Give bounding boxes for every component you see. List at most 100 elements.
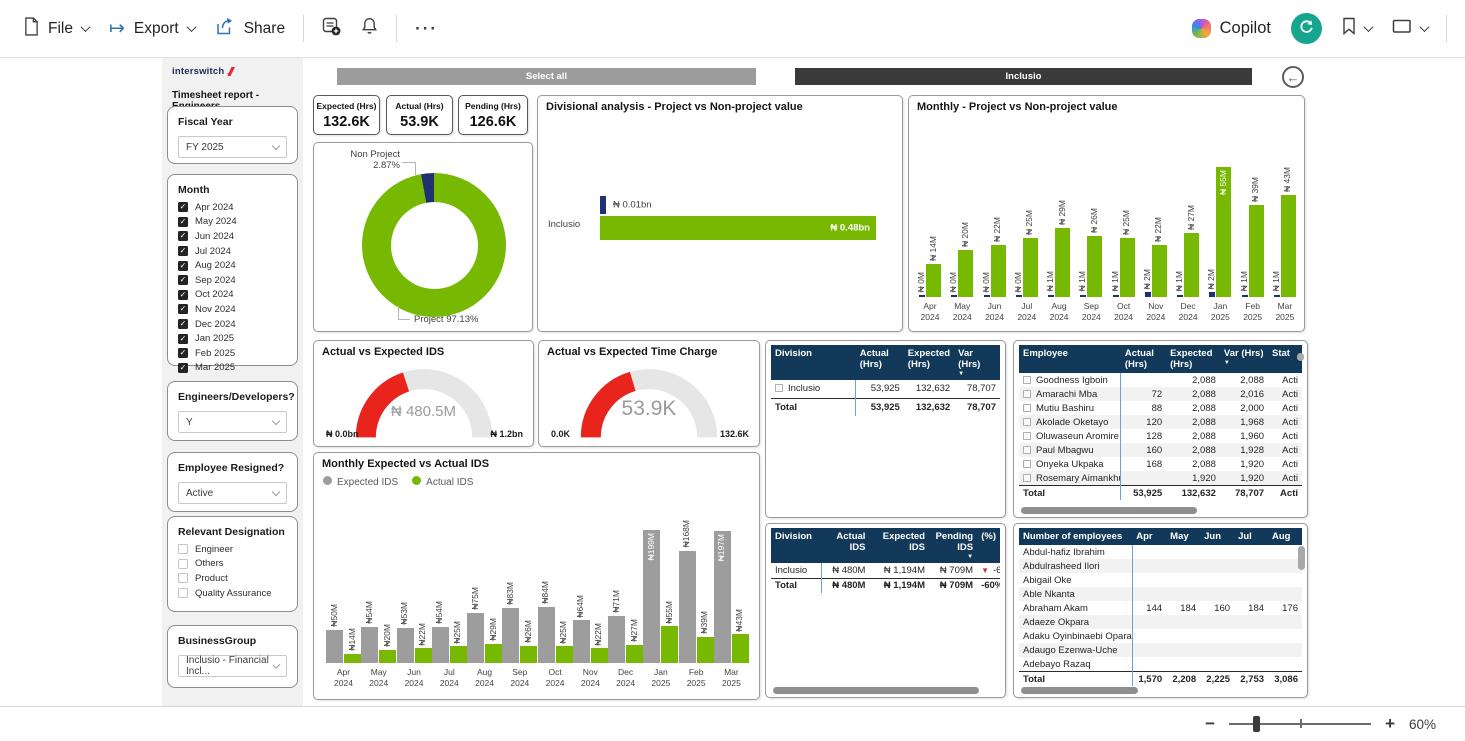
column-header[interactable]: (%) <box>977 528 1000 563</box>
horizontal-scrollbar[interactable] <box>1021 687 1139 694</box>
bar-non-project[interactable]: ₦ 0M <box>916 272 926 297</box>
bar-project[interactable]: ₦ 39M <box>1248 177 1264 297</box>
bar-project[interactable]: ₦ 43M <box>1280 167 1296 297</box>
expand-icon[interactable] <box>1023 375 1031 384</box>
bar-non-project[interactable]: ₦ 0M <box>948 272 958 297</box>
bar-expected-ids[interactable]: ₦54M <box>361 601 379 663</box>
month-option[interactable]: ✓ Oct 2024 <box>178 289 234 301</box>
bar-actual-ids[interactable]: ₦29M <box>485 618 503 663</box>
bar-expected-ids[interactable]: ₦84M <box>537 581 555 663</box>
column-header[interactable]: Apr <box>1132 528 1167 545</box>
expand-icon[interactable] <box>1023 445 1031 454</box>
bar-actual-ids[interactable]: ₦55M <box>661 601 679 663</box>
checkbox-checked-icon[interactable]: ✓ <box>178 260 188 271</box>
column-header[interactable]: Pending IDS ▼ <box>928 528 978 563</box>
gauge-chart[interactable] <box>324 361 524 441</box>
table-row[interactable]: Inclusio 53,925 132,632 78,707 <box>771 380 1000 398</box>
bar-non-project[interactable]: ₦ 0.01bn <box>600 196 652 214</box>
bar-expected-ids[interactable]: ₦64M <box>572 595 590 663</box>
expand-icon[interactable] <box>1023 417 1031 426</box>
view-menu[interactable] <box>1382 10 1438 47</box>
column-header[interactable]: Division <box>771 528 822 563</box>
table-row[interactable]: Paul Mbagwu 160 2,088 1,928 Acti <box>1019 443 1302 457</box>
bar-expected-ids[interactable]: ₦83M <box>502 582 520 663</box>
month-option[interactable]: ✓ Mar 2025 <box>178 362 236 374</box>
table-row[interactable]: Adaeze Okpara <box>1019 615 1302 629</box>
month-option[interactable]: ✓ Nov 2024 <box>178 303 236 315</box>
expand-icon[interactable] <box>1023 431 1031 440</box>
month-option[interactable]: ✓ Feb 2025 <box>178 347 236 359</box>
expand-icon[interactable] <box>1023 459 1031 468</box>
bar-project[interactable]: ₦ 14M <box>926 236 941 297</box>
column-header[interactable]: Jun <box>1200 528 1235 545</box>
bar-actual-ids[interactable]: ₦25M <box>449 621 467 663</box>
zoom-out-button[interactable]: − <box>1205 714 1216 733</box>
column-header[interactable]: Aug <box>1268 528 1302 545</box>
bar-project[interactable]: ₦ 25M <box>1119 210 1135 297</box>
expand-icon[interactable] <box>1023 473 1031 482</box>
bar-actual-ids[interactable]: ₦43M <box>731 609 749 663</box>
bookmarks-button[interactable] <box>1332 9 1382 48</box>
horizontal-scrollbar[interactable] <box>773 687 979 694</box>
bar-actual-ids[interactable]: ₦27M <box>626 619 644 663</box>
month-option[interactable]: ✓ Aug 2024 <box>178 260 236 272</box>
checkbox-checked-icon[interactable]: ✓ <box>178 216 188 227</box>
bar-project[interactable]: ₦ 55M <box>1216 167 1232 297</box>
bar-non-project[interactable]: ₦ 2M <box>1206 269 1216 297</box>
bar-expected-ids[interactable]: ₦75M <box>467 587 485 663</box>
bar-non-project[interactable]: ₦ 1M <box>1110 271 1120 297</box>
table-row[interactable]: Abdul-hafiz Ibrahim <box>1019 545 1302 559</box>
column-header[interactable]: Actual (Hrs) <box>1120 345 1167 373</box>
engineers-dropdown[interactable]: Y <box>178 411 287 433</box>
table-row[interactable]: Oluwaseun Aromire 128 2,088 1,960 Acti <box>1019 429 1302 443</box>
notifications-button[interactable] <box>351 9 388 48</box>
bar-expected-ids[interactable]: ₦53M <box>396 602 414 663</box>
column-header[interactable]: Expected IDS <box>869 528 929 563</box>
bar-project[interactable]: ₦ 22M <box>990 217 1006 297</box>
refresh-button[interactable] <box>1291 13 1322 44</box>
bar-non-project[interactable]: ₦ 1M <box>1239 271 1249 297</box>
column-header[interactable]: Division <box>771 345 856 380</box>
column-header[interactable]: Actual (Hrs) <box>855 345 904 380</box>
column-header[interactable]: Var (Hrs) ▼ <box>954 345 1000 380</box>
month-option[interactable]: ✓ Jan 2025 <box>178 333 235 345</box>
bar-project[interactable]: ₦ 29M <box>1055 200 1071 297</box>
more-options-button[interactable]: ··· <box>405 11 448 47</box>
bar-actual-ids[interactable]: ₦14M <box>344 628 361 663</box>
gauge-chart[interactable] <box>549 361 749 441</box>
bar-project[interactable]: ₦ 0.48bn <box>600 216 876 240</box>
kpi-expected-hours[interactable]: Expected (Hrs) 132.6K <box>313 95 380 135</box>
designation-option[interactable]: Others <box>178 557 287 572</box>
expand-icon[interactable] <box>775 384 783 393</box>
table-row[interactable]: Onyeka Ukpaka 168 2,088 1,920 Acti <box>1019 457 1302 471</box>
expand-icon[interactable] <box>1023 389 1031 398</box>
column-header[interactable]: Actual IDS <box>821 528 870 563</box>
column-header[interactable]: May <box>1166 528 1201 545</box>
checkbox-checked-icon[interactable]: ✓ <box>178 289 188 300</box>
designation-option[interactable]: Product <box>178 571 287 586</box>
table-row[interactable]: Akolade Oketayo 120 2,088 1,968 Acti <box>1019 415 1302 429</box>
table-row[interactable]: Abdulrasheed Ilori <box>1019 559 1302 573</box>
zoom-slider-handle[interactable] <box>1253 716 1261 732</box>
column-header[interactable]: Stat <box>1268 345 1302 373</box>
bar-actual-ids[interactable]: ₦39M <box>696 611 714 663</box>
bar-expected-ids[interactable]: ₦199M <box>643 530 661 663</box>
table-row[interactable]: Abigail Oke <box>1019 573 1302 587</box>
column-header[interactable]: Expected (Hrs) <box>903 345 955 380</box>
bar-non-project[interactable]: ₦ 1M <box>1174 271 1184 297</box>
kpi-actual-hours[interactable]: Actual (Hrs) 53.9K <box>386 95 453 135</box>
donut-chart[interactable] <box>362 173 506 317</box>
bar-non-project[interactable]: ₦ 1M <box>1271 271 1281 297</box>
bar-project[interactable]: ₦ 26M <box>1087 208 1103 297</box>
column-header[interactable]: Number of employees <box>1019 528 1133 545</box>
bar-actual-ids[interactable]: ₦22M <box>590 623 608 663</box>
bar-expected-ids[interactable]: ₦54M <box>431 601 449 663</box>
checkbox-checked-icon[interactable]: ✓ <box>178 304 188 315</box>
fiscal-year-dropdown[interactable]: FY 2025 <box>178 136 287 158</box>
column-header[interactable]: Var (Hrs) ▼ <box>1219 345 1269 373</box>
resigned-dropdown[interactable]: Active <box>178 482 287 504</box>
vertical-scrollbar[interactable] <box>1297 353 1304 361</box>
checkbox-checked-icon[interactable]: ✓ <box>178 348 188 359</box>
expand-icon[interactable] <box>1023 403 1031 412</box>
vertical-scrollbar[interactable] <box>1298 546 1305 570</box>
